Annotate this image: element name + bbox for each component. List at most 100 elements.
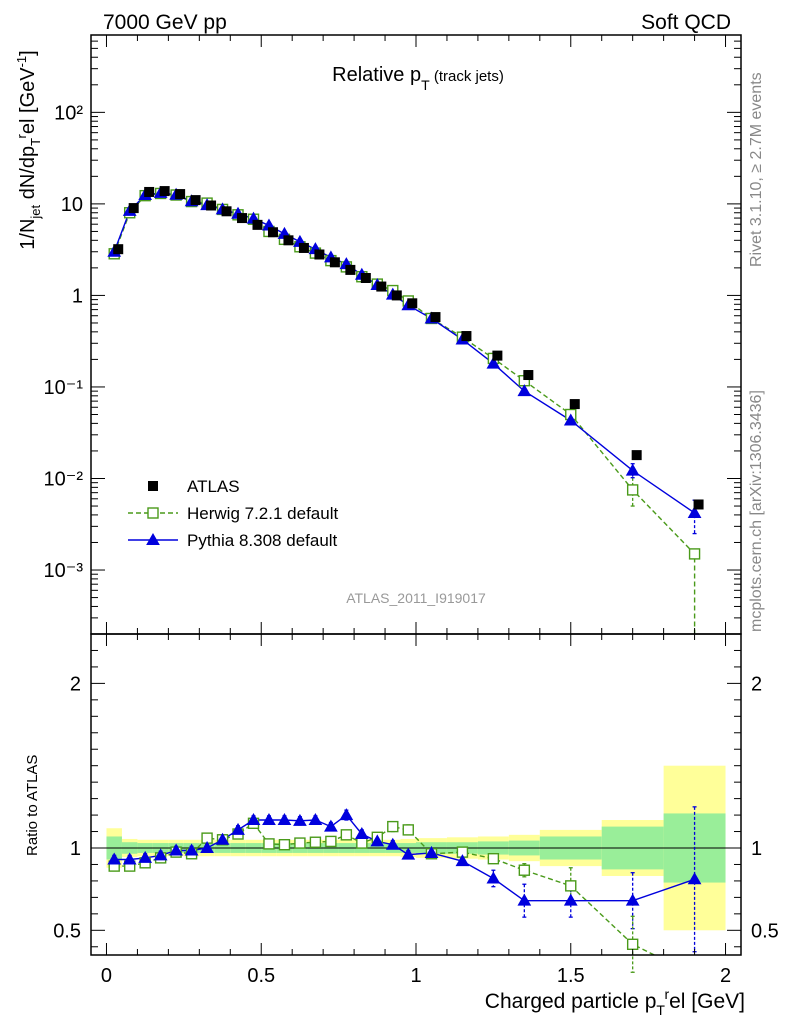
legend-label: ATLAS [187, 477, 240, 496]
herwig-ratio-marker [278, 839, 291, 851]
x-tick-label: 0 [101, 965, 112, 987]
pythia-ratio-marker [231, 822, 245, 835]
header-energy-label: 7000 GeV pp [103, 11, 227, 34]
legend-pythia-marker [146, 532, 160, 545]
pythia-ratio-marker [339, 808, 354, 821]
herwig-ratio-marker [518, 864, 531, 876]
atlas-data-point [461, 331, 472, 342]
pythia-ratio-marker [153, 848, 168, 861]
x-tick-label: 2 [720, 965, 731, 987]
ratio-y-tick-label: 0.5 [53, 920, 81, 942]
herwig-ratio-marker [402, 824, 414, 836]
pythia-ratio-marker [324, 819, 338, 832]
atlas-data-point [267, 227, 278, 238]
atlas-data-point [430, 312, 441, 323]
ratio-y-axis-label: Ratio to ATLAS [24, 755, 41, 856]
main-y-axis-label: 1/Njet dN/dpTrel [GeV-1] [14, 50, 43, 249]
pythia-ratio-marker [401, 847, 416, 860]
pythia-marker [517, 384, 532, 397]
herwig-ratio-marker [387, 820, 399, 833]
ratio-y-tick-label-right: 0.5 [751, 920, 779, 942]
pythia-line [113, 192, 695, 514]
atlas-data-point [523, 370, 534, 381]
atlas-data-point [391, 290, 402, 301]
atlas-data-point [113, 244, 124, 255]
pythia-ratio-marker [486, 871, 501, 884]
pythia-marker [687, 505, 702, 518]
legend-label: Herwig 7.2.1 default [187, 504, 338, 523]
legend-herwig-marker [147, 507, 159, 519]
pythia-ratio-marker [687, 872, 702, 885]
y-tick-label: 10⁻² [44, 468, 84, 490]
pythia-ratio-marker [169, 843, 183, 856]
pythia-ratio-marker [370, 834, 385, 847]
atlas-data-point [159, 186, 170, 197]
herwig-ratio-marker [626, 938, 639, 950]
pythia-ratio-marker [246, 813, 261, 826]
atlas-data-point [128, 203, 139, 214]
ratio-y-tick-label-right: 1 [751, 838, 762, 860]
atlas-data-point [221, 206, 232, 217]
analysis-id-label: ATLAS_2011_I919017 [346, 590, 486, 606]
atlas-data-point [175, 189, 186, 200]
pythia-ratio-marker [107, 852, 122, 865]
herwig-line [113, 192, 696, 634]
pythia-ratio-marker [517, 893, 532, 906]
pythia-marker [563, 413, 578, 426]
herwig-ratio-marker [487, 853, 500, 865]
y-tick-label: 10⁻³ [44, 560, 84, 582]
atlas-data-point [693, 499, 704, 510]
herwig-marker [688, 548, 701, 560]
legend-label: Pythia 8.308 default [187, 531, 338, 550]
atlas-data-point [298, 242, 309, 253]
pythia-ratio-marker [262, 813, 276, 826]
atlas-data-point [252, 219, 263, 230]
x-tick-label: 1.5 [557, 965, 585, 987]
herwig-marker [626, 484, 639, 496]
herwig-ratio-marker [356, 837, 368, 849]
atlas-data-point [376, 281, 387, 292]
x-axis-label: Charged particle pTrel [GeV] [485, 986, 745, 1018]
ratio-frame [90, 633, 742, 956]
atlas-data-point [144, 186, 155, 197]
y-tick-label: 10⁻¹ [44, 377, 84, 399]
atlas-data-point [206, 200, 217, 211]
pythia-ratio-marker [215, 832, 230, 845]
atlas-data-point [283, 235, 294, 246]
herwig-ratio-marker [325, 835, 337, 848]
herwig-ratio-marker [340, 829, 353, 841]
herwig-ratio-marker [309, 836, 322, 848]
atlas-data-point [237, 213, 248, 224]
pythia-ratio-marker [122, 852, 137, 865]
pythia-ratio-marker [455, 854, 470, 867]
pythia-ratio-marker [184, 843, 199, 856]
main-panel: 10⁻³ 10⁻² 10⁻¹ 1 10 10² [44, 34, 742, 635]
pythia-marker [625, 463, 640, 476]
atlas-data-point [314, 249, 325, 260]
atlas-data-point [345, 264, 356, 275]
atlas-data-point [329, 257, 340, 268]
pythia-ratio-marker [563, 893, 578, 906]
ratio-y-tick-label-right: 2 [751, 673, 762, 695]
herwig-ratio-marker [565, 880, 577, 892]
pythia-ratio-marker [138, 850, 153, 863]
rivet-version-label: Rivet 3.1.10, ≥ 2.7M events [748, 72, 765, 267]
mcplots-reference-label: mcplots.cern.ch [arXiv:1306.3436] [748, 390, 765, 632]
atlas-data-point [569, 399, 580, 410]
atlas-data-point [407, 298, 418, 309]
pythia-ratio-marker [200, 840, 214, 853]
atlas-data-point [631, 450, 642, 461]
x-tick-label: 0.5 [247, 965, 275, 987]
atlas-data-point [360, 272, 371, 283]
legend-atlas-marker [148, 481, 158, 491]
atlas-data-point [492, 350, 503, 361]
pythia-ratio-marker [385, 837, 400, 850]
ratio-panel: 0 0.5 1 1.5 2 0.5 0.5 1 1 2 2 [53, 633, 779, 987]
y-tick-label: 10² [54, 102, 83, 124]
legend: ATLAS Herwig 7.2.1 default Pythia 8.308 de… [128, 477, 338, 550]
svg-text:1/Njet dN/dpTrel [GeV-1]: 1/Njet dN/dpTrel [GeV-1] [14, 50, 43, 249]
pythia-ratio-marker [277, 813, 292, 826]
plot-title: Relative pT (track jets) [332, 64, 504, 93]
herwig-ratio-marker [263, 838, 275, 850]
